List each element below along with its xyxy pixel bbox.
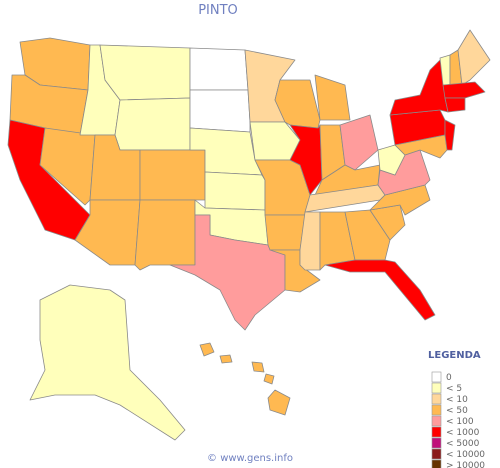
legend-swatch bbox=[431, 371, 442, 383]
legend-title: LEGENDA bbox=[428, 350, 481, 361]
legend-label: < 10 bbox=[446, 395, 468, 405]
region bbox=[114, 97, 191, 151]
legend-swatch bbox=[431, 404, 442, 416]
footer: © www.gens.info bbox=[207, 453, 293, 464]
region bbox=[99, 44, 191, 101]
region bbox=[457, 29, 491, 86]
region bbox=[264, 214, 306, 251]
region bbox=[344, 209, 391, 261]
legend-label: < 5 bbox=[446, 384, 462, 394]
legend-swatch bbox=[431, 415, 442, 427]
region bbox=[444, 119, 456, 151]
region bbox=[189, 47, 249, 91]
region bbox=[139, 149, 206, 201]
region bbox=[339, 114, 379, 171]
legend-swatch bbox=[431, 437, 442, 449]
legend-label: < 100 bbox=[446, 417, 474, 427]
map-title: PINTO bbox=[198, 3, 238, 18]
legend-swatch bbox=[431, 382, 442, 394]
region bbox=[444, 97, 466, 113]
region bbox=[169, 214, 286, 331]
region bbox=[189, 89, 251, 133]
region bbox=[324, 259, 436, 321]
region bbox=[377, 144, 406, 176]
legend: LEGENDA 0< 5< 10< 50< 100< 1000< 5000< 1… bbox=[428, 350, 485, 468]
region bbox=[442, 81, 486, 99]
region bbox=[314, 74, 351, 121]
region bbox=[204, 171, 266, 211]
legend-label: < 10000 bbox=[446, 450, 485, 460]
legend-label: < 50 bbox=[446, 406, 468, 416]
legend-label: < 5000 bbox=[446, 439, 480, 449]
region bbox=[134, 199, 196, 271]
regions bbox=[7, 29, 491, 441]
legend-label: 0 bbox=[446, 373, 452, 383]
legend-label: > 10000 bbox=[446, 461, 485, 468]
legend-swatch bbox=[431, 448, 442, 460]
legend-label: < 1000 bbox=[446, 428, 480, 438]
legend-swatch bbox=[431, 426, 442, 438]
region bbox=[199, 342, 291, 416]
legend-swatch bbox=[431, 393, 442, 405]
region bbox=[29, 284, 186, 441]
legend-swatch bbox=[431, 459, 442, 468]
